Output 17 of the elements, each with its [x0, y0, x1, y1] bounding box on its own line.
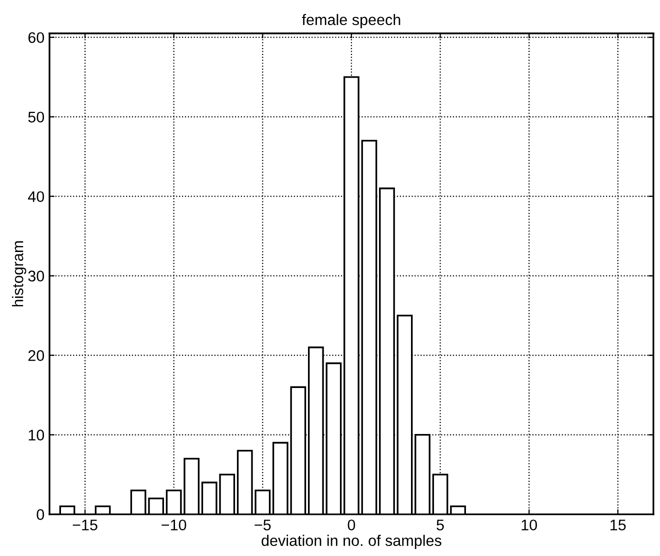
x-axis-title: deviation in no. of samples — [262, 534, 442, 550]
x-tick-label: 10 — [522, 520, 537, 530]
y-tick-label: 0 — [36, 509, 44, 520]
y-axis-title: histogram — [12, 241, 26, 306]
y-tick-label: 10 — [28, 430, 44, 440]
x-tick-label: −5 — [254, 520, 271, 530]
x-tick-label: −10 — [162, 520, 186, 530]
y-tick-label: 60 — [28, 32, 44, 44]
y-tick-label: 20 — [28, 350, 44, 361]
x-tick-label: 15 — [610, 520, 626, 530]
x-tick-label: 5 — [436, 520, 444, 530]
x-tick-label: 0 — [348, 520, 356, 530]
y-tick-label: 50 — [28, 112, 44, 123]
y-tick-label: 30 — [28, 270, 44, 282]
x-tick-label: −15 — [72, 520, 98, 530]
y-tick-label: 40 — [28, 191, 44, 202]
chart-title: female speech — [302, 14, 400, 28]
